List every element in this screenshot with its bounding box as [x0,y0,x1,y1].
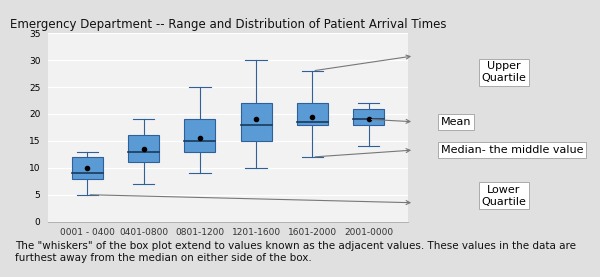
Bar [241,103,272,141]
Bar [184,119,215,152]
Text: Upper
Quartile: Upper Quartile [482,61,526,83]
Bar [353,109,384,125]
Text: Lower
Quartile: Lower Quartile [482,185,526,207]
Bar [72,157,103,179]
Bar [128,135,159,162]
Text: Median- the middle value: Median- the middle value [441,145,583,155]
Text: Mean: Mean [441,117,472,127]
Text: The "whiskers" of the box plot extend to values known as the adjacent values. Th: The "whiskers" of the box plot extend to… [15,241,576,263]
Title: Emergency Department -- Range and Distribution of Patient Arrival Times: Emergency Department -- Range and Distri… [10,18,446,31]
Bar [297,103,328,125]
